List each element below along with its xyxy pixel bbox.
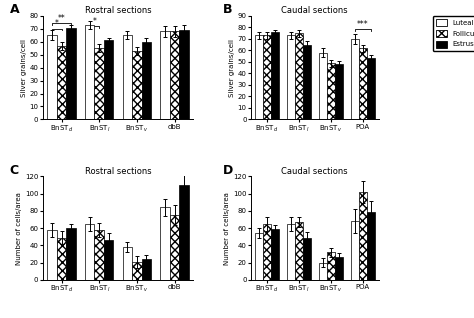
Bar (303, 238, 311, 280)
Bar (123, 247, 132, 280)
Y-axis label: Silver grains/cell: Silver grains/cell (229, 39, 235, 97)
Bar (335, 257, 343, 280)
Bar (359, 48, 367, 119)
Bar (123, 35, 132, 119)
Y-axis label: Number of cells/area: Number of cells/area (224, 192, 230, 265)
Bar (319, 263, 327, 280)
Bar (94, 230, 104, 280)
Bar (66, 228, 76, 280)
Bar (57, 46, 66, 119)
Title: Caudal sections: Caudal sections (282, 6, 348, 15)
Bar (47, 230, 57, 280)
Bar (255, 233, 263, 280)
Bar (85, 224, 94, 280)
Bar (94, 48, 104, 119)
Bar (319, 53, 327, 119)
Bar (161, 31, 170, 119)
Text: B: B (222, 3, 232, 17)
Y-axis label: Silver grains/cell: Silver grains/cell (21, 39, 27, 97)
Title: Rostral sections: Rostral sections (85, 167, 151, 176)
Bar (179, 30, 189, 119)
Text: *: * (92, 17, 96, 26)
Bar (295, 33, 303, 119)
Bar (170, 215, 179, 280)
Bar (179, 185, 189, 280)
Bar (132, 262, 142, 280)
Text: D: D (222, 164, 233, 177)
Bar (255, 35, 263, 119)
Text: *: * (55, 19, 59, 28)
Bar (367, 59, 375, 119)
Bar (295, 222, 303, 280)
Bar (335, 64, 343, 119)
Bar (57, 238, 66, 280)
Bar (47, 35, 57, 119)
Bar (142, 259, 151, 280)
Bar (287, 35, 295, 119)
Text: ***: *** (357, 20, 369, 29)
Text: A: A (9, 3, 19, 17)
Bar (104, 40, 113, 119)
Bar (161, 207, 170, 280)
Legend: Luteal, Follicular, Estrus: Luteal, Follicular, Estrus (433, 16, 474, 51)
Bar (263, 224, 271, 280)
Bar (327, 252, 335, 280)
Bar (142, 42, 151, 119)
Bar (351, 39, 359, 119)
Bar (104, 240, 113, 280)
Bar (351, 221, 359, 280)
Bar (263, 35, 271, 119)
Bar (271, 229, 279, 280)
Bar (85, 25, 94, 119)
Y-axis label: Number of cells/area: Number of cells/area (16, 192, 22, 265)
Bar (367, 212, 375, 280)
Bar (271, 32, 279, 119)
Bar (66, 28, 76, 119)
Text: **: ** (58, 14, 65, 23)
Bar (287, 224, 295, 280)
Bar (327, 63, 335, 119)
Bar (170, 31, 179, 119)
Title: Caudal sections: Caudal sections (282, 167, 348, 176)
Bar (303, 45, 311, 119)
Bar (359, 192, 367, 280)
Bar (132, 51, 142, 119)
Title: Rostral sections: Rostral sections (85, 6, 151, 15)
Text: C: C (9, 164, 18, 177)
